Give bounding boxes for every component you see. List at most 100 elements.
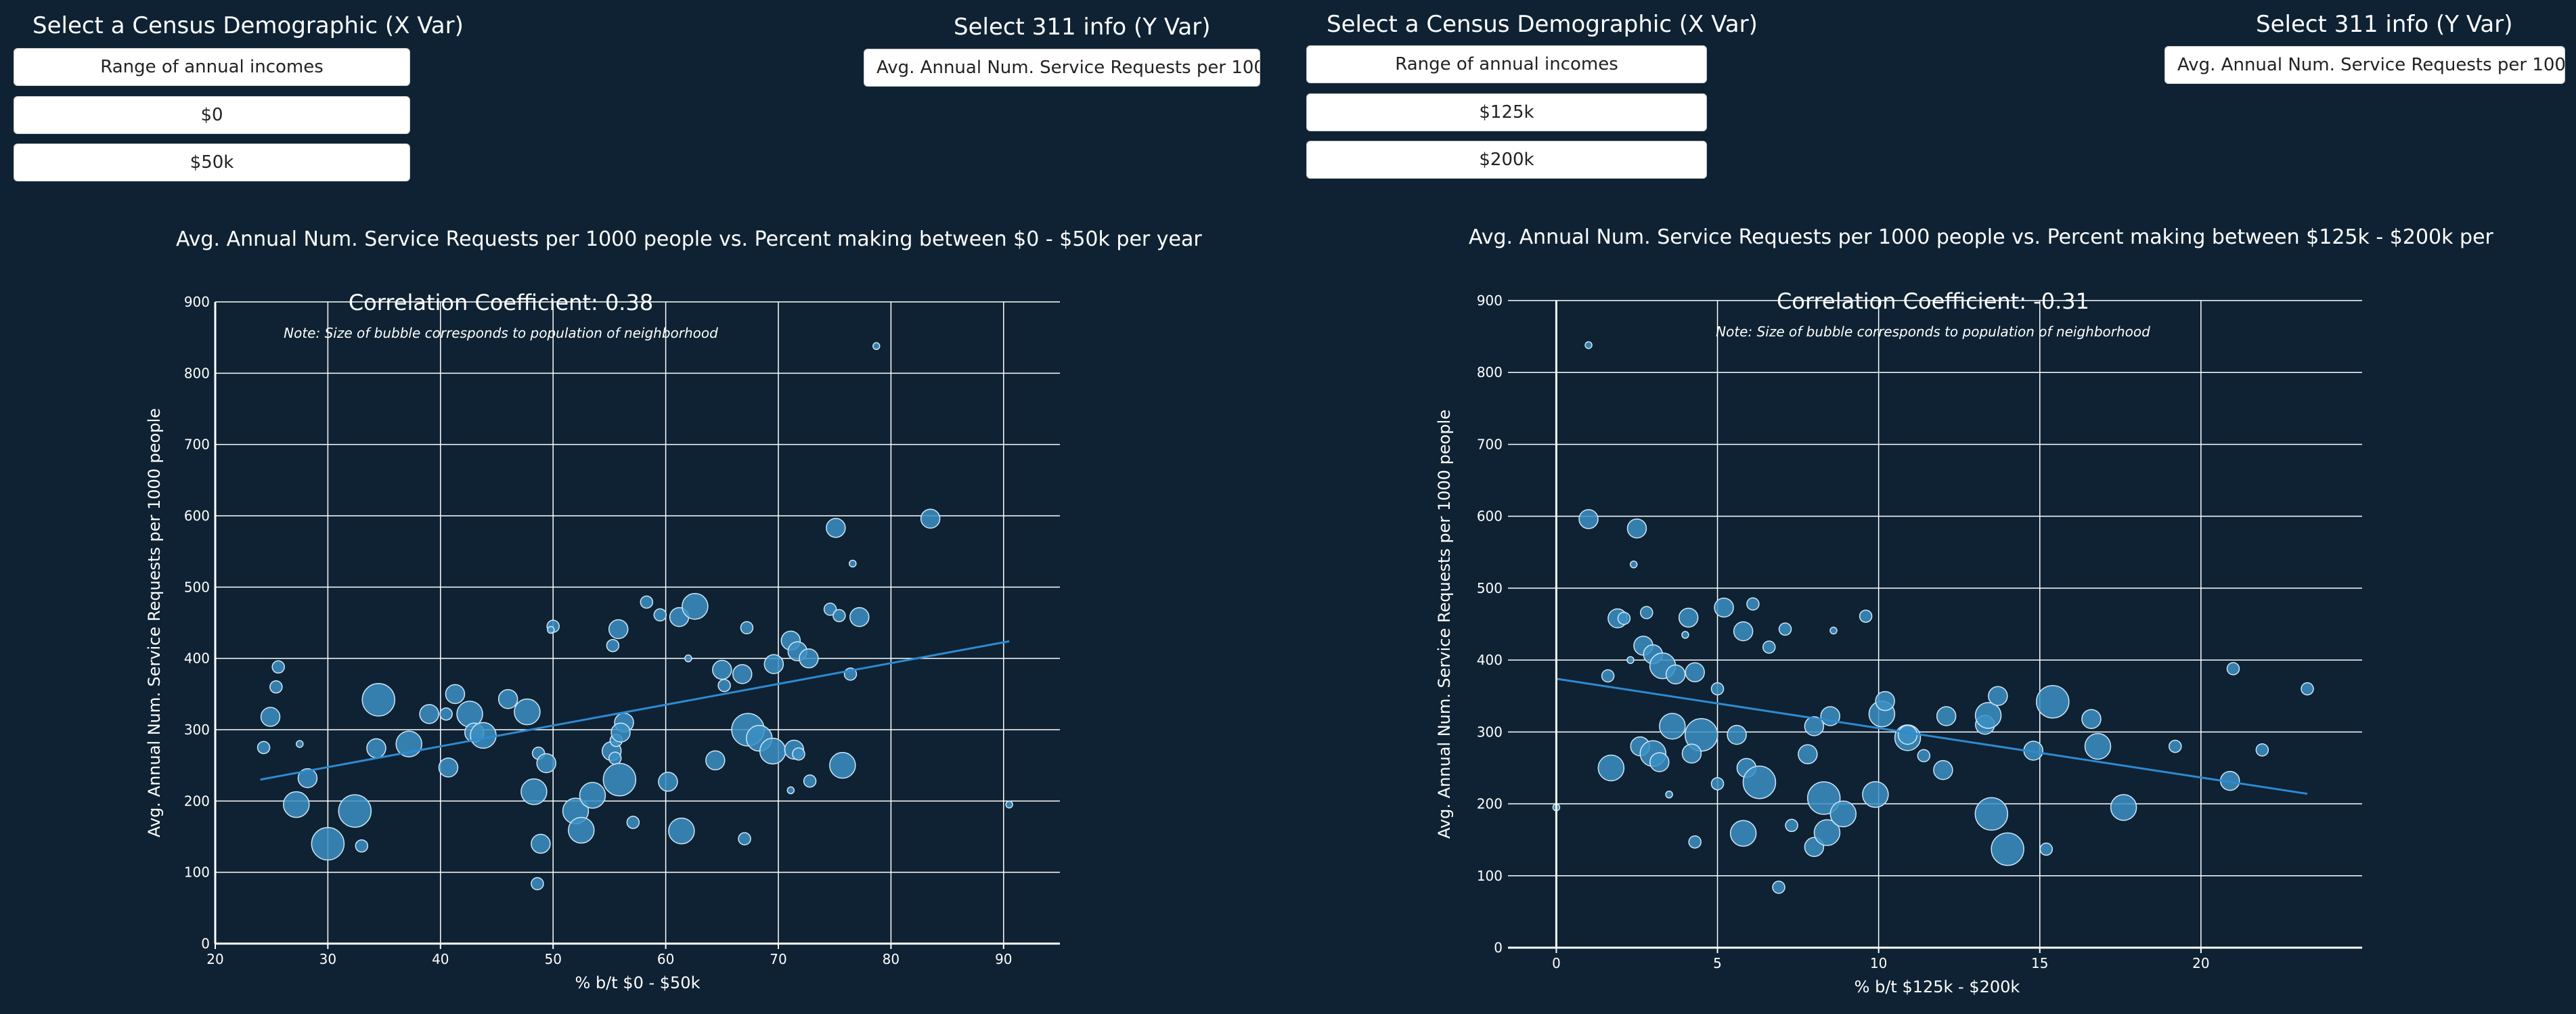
data-point[interactable] bbox=[1862, 780, 1889, 808]
data-point[interactable] bbox=[1617, 611, 1631, 625]
data-point[interactable] bbox=[1578, 509, 1599, 529]
data-point[interactable] bbox=[1974, 797, 2009, 831]
data-point[interactable] bbox=[1746, 597, 1760, 611]
data-point[interactable] bbox=[419, 704, 439, 724]
data-point[interactable] bbox=[826, 518, 846, 538]
data-point[interactable] bbox=[1640, 606, 1653, 619]
data-point[interactable] bbox=[1829, 800, 1857, 828]
data-point[interactable] bbox=[2169, 739, 2182, 753]
x-var-high-select[interactable]: $200k bbox=[1306, 141, 1707, 179]
data-point[interactable] bbox=[1733, 621, 1754, 642]
data-point[interactable] bbox=[1772, 881, 1785, 894]
data-point[interactable] bbox=[568, 816, 595, 844]
data-point[interactable] bbox=[803, 774, 817, 788]
data-point[interactable] bbox=[1629, 560, 1638, 569]
data-point[interactable] bbox=[1798, 744, 1818, 765]
data-point[interactable] bbox=[1742, 765, 1777, 799]
data-point[interactable] bbox=[1806, 781, 1841, 815]
data-point[interactable] bbox=[717, 678, 731, 692]
data-point[interactable] bbox=[1991, 832, 2024, 866]
data-point[interactable] bbox=[1710, 682, 1725, 696]
data-point[interactable] bbox=[2036, 684, 2070, 719]
data-point[interactable] bbox=[497, 688, 518, 709]
data-point[interactable] bbox=[823, 602, 837, 616]
data-point[interactable] bbox=[1762, 640, 1776, 654]
data-point[interactable] bbox=[849, 559, 857, 568]
data-point[interactable] bbox=[1897, 724, 1918, 745]
data-point[interactable] bbox=[283, 791, 310, 818]
data-point[interactable] bbox=[1778, 622, 1792, 636]
data-point[interactable] bbox=[640, 595, 654, 609]
x-var-low-select[interactable]: $0 bbox=[14, 96, 410, 134]
data-point[interactable] bbox=[658, 772, 678, 792]
data-point[interactable] bbox=[2081, 709, 2102, 729]
data-point[interactable] bbox=[608, 619, 629, 640]
data-point[interactable] bbox=[786, 786, 795, 795]
data-point[interactable] bbox=[1933, 759, 1953, 780]
data-point[interactable] bbox=[1710, 777, 1725, 791]
data-point[interactable] bbox=[1597, 754, 1625, 782]
data-point[interactable] bbox=[763, 654, 784, 674]
x-var-category-select[interactable]: Range of annual incomes bbox=[1306, 45, 1707, 83]
data-point[interactable] bbox=[1665, 790, 1673, 799]
data-point[interactable] bbox=[2084, 732, 2112, 760]
data-point[interactable] bbox=[445, 684, 466, 705]
data-point[interactable] bbox=[2255, 743, 2269, 757]
data-point[interactable] bbox=[2301, 682, 2314, 696]
data-point[interactable] bbox=[626, 816, 640, 829]
data-point[interactable] bbox=[1936, 706, 1957, 726]
data-point[interactable] bbox=[547, 625, 555, 634]
x-var-high-select[interactable]: $50k bbox=[14, 144, 410, 181]
data-point[interactable] bbox=[1681, 631, 1689, 639]
data-point[interactable] bbox=[759, 737, 786, 765]
data-point[interactable] bbox=[849, 607, 870, 627]
data-point[interactable] bbox=[1688, 835, 1702, 849]
data-point[interactable] bbox=[355, 839, 369, 853]
data-point[interactable] bbox=[732, 664, 753, 684]
data-point[interactable] bbox=[2226, 662, 2240, 676]
data-point[interactable] bbox=[338, 794, 372, 828]
data-point[interactable] bbox=[799, 648, 819, 669]
data-point[interactable] bbox=[1659, 713, 1686, 740]
data-point[interactable] bbox=[712, 659, 732, 680]
data-point[interactable] bbox=[832, 609, 846, 623]
data-point[interactable] bbox=[602, 762, 637, 797]
data-point[interactable] bbox=[536, 753, 556, 774]
data-point[interactable] bbox=[297, 768, 318, 789]
data-point[interactable] bbox=[361, 683, 396, 717]
data-point[interactable] bbox=[1601, 669, 1615, 683]
data-point[interactable] bbox=[1665, 664, 1686, 685]
data-point[interactable] bbox=[1785, 818, 1798, 833]
data-point[interactable] bbox=[1804, 716, 1825, 736]
data-point[interactable] bbox=[653, 608, 667, 622]
data-point[interactable] bbox=[1626, 656, 1635, 664]
data-point[interactable] bbox=[1626, 518, 1647, 539]
data-point[interactable] bbox=[608, 751, 622, 765]
data-point[interactable] bbox=[269, 680, 283, 694]
data-point[interactable] bbox=[1678, 607, 1699, 628]
y-var-select[interactable]: Avg. Annual Num. Service Requests per 10… bbox=[2164, 46, 2565, 84]
data-point[interactable] bbox=[311, 826, 345, 861]
data-point[interactable] bbox=[606, 638, 620, 653]
y-var-select[interactable]: Avg. Annual Num. Service Requests per 10… bbox=[864, 49, 1260, 87]
data-point[interactable] bbox=[1729, 820, 1757, 847]
data-point[interactable] bbox=[1917, 749, 1931, 763]
data-point[interactable] bbox=[1685, 662, 1705, 682]
data-point[interactable] bbox=[792, 747, 805, 761]
data-point[interactable] bbox=[1829, 626, 1838, 635]
data-point[interactable] bbox=[470, 722, 497, 749]
data-point[interactable] bbox=[1813, 819, 1841, 846]
data-point[interactable] bbox=[1859, 609, 1873, 623]
data-point[interactable] bbox=[1875, 690, 1895, 711]
data-point[interactable] bbox=[1714, 597, 1734, 618]
data-point[interactable] bbox=[520, 778, 548, 806]
data-point[interactable] bbox=[1584, 341, 1593, 349]
data-point[interactable] bbox=[829, 751, 856, 779]
data-point[interactable] bbox=[366, 738, 386, 759]
data-point[interactable] bbox=[1649, 752, 1670, 772]
data-point[interactable] bbox=[439, 707, 453, 721]
data-point[interactable] bbox=[2110, 794, 2137, 821]
data-point[interactable] bbox=[438, 757, 459, 778]
data-point[interactable] bbox=[271, 660, 285, 674]
data-point[interactable] bbox=[514, 698, 541, 726]
